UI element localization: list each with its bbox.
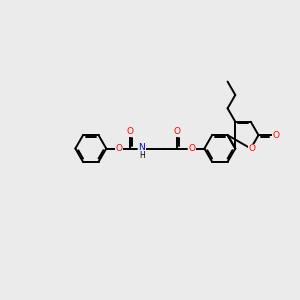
Text: O: O bbox=[174, 127, 181, 136]
Text: O: O bbox=[115, 144, 122, 153]
Text: O: O bbox=[248, 144, 255, 153]
Text: O: O bbox=[272, 130, 279, 140]
Text: H: H bbox=[139, 151, 145, 160]
Text: O: O bbox=[189, 144, 196, 153]
Text: N: N bbox=[138, 143, 145, 152]
Text: O: O bbox=[127, 127, 134, 136]
